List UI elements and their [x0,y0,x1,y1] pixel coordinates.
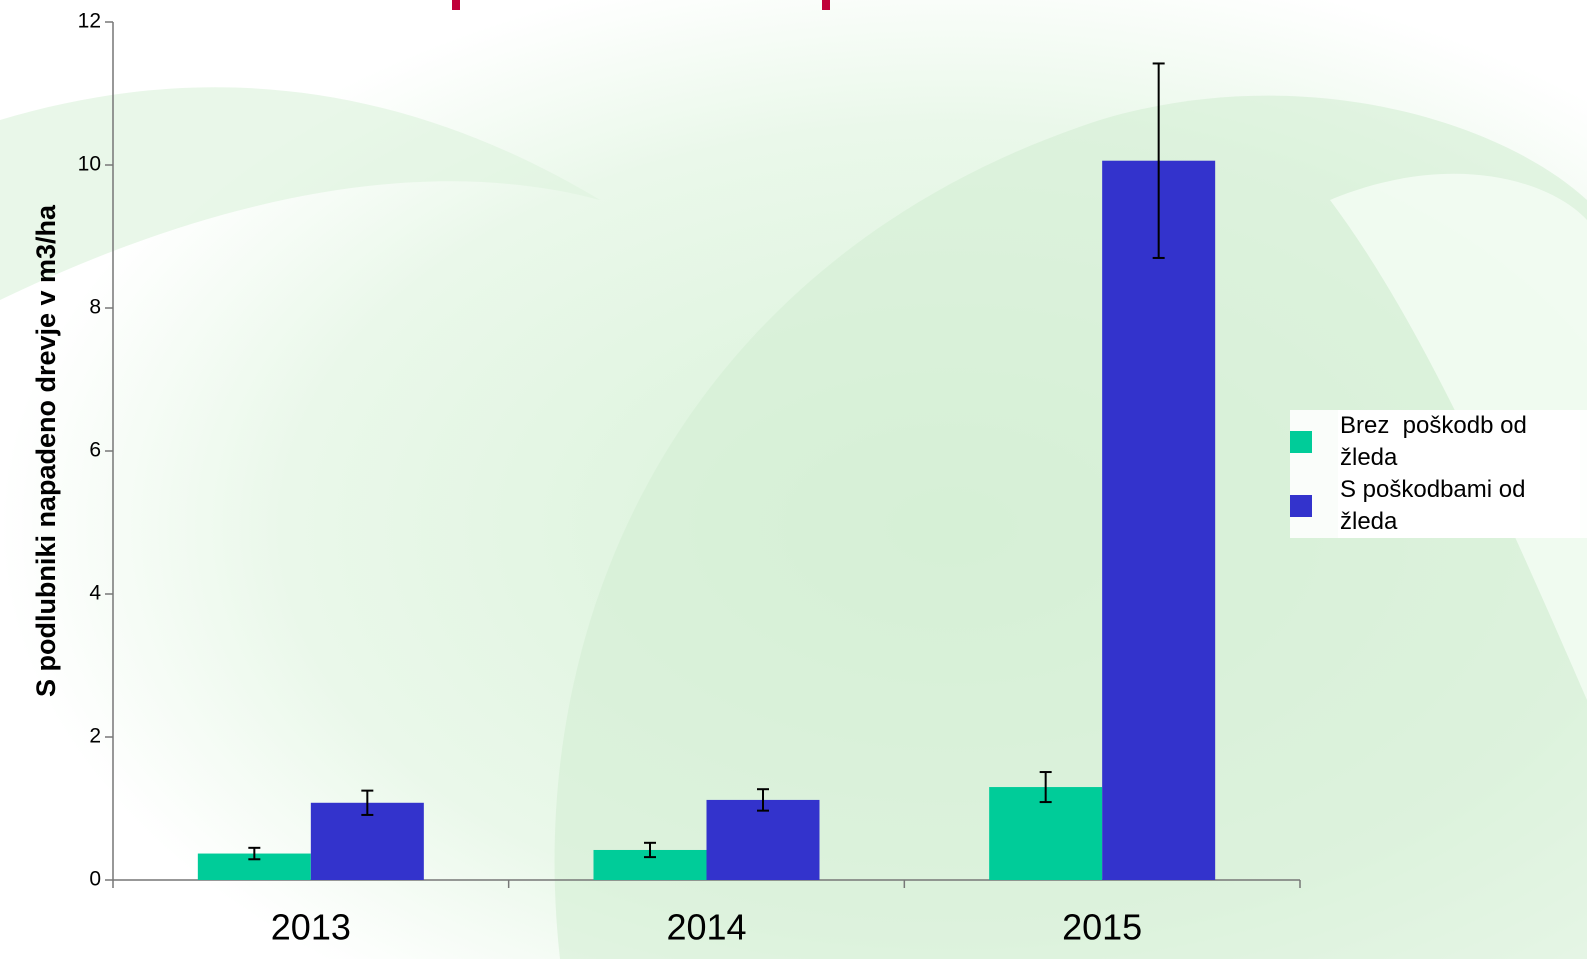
x-tick-label: 2013 [271,907,351,948]
decoration [822,0,830,10]
y-tick-label: 10 [78,153,101,176]
x-tick-label: 2014 [666,907,746,948]
y-tick-label: 8 [89,296,101,319]
y-tick-label: 0 [89,868,101,891]
x-tick-label: 2015 [1062,907,1142,948]
decoration [452,0,460,10]
legend-item: Brez poškodb od žleda [1290,410,1587,474]
y-tick-label: 6 [89,439,101,462]
y-tick-label: 4 [89,582,101,605]
bar [707,800,820,880]
page: {"chart_data": {"type": "bar", "ylabel":… [0,0,1587,959]
y-tick-label: 2 [89,725,101,748]
legend-swatch [1290,495,1312,517]
legend-label: Brez poškodb od žleda [1338,410,1580,474]
bar [1102,161,1215,880]
y-axis-label: S podlubniki napadeno drevje v m3/ha [31,204,61,697]
legend-item: S poškodbami od žleda [1290,474,1587,538]
legend-swatch [1290,431,1312,453]
legend-label: S poškodbami od žleda [1338,474,1580,538]
y-tick-label: 12 [78,10,101,33]
